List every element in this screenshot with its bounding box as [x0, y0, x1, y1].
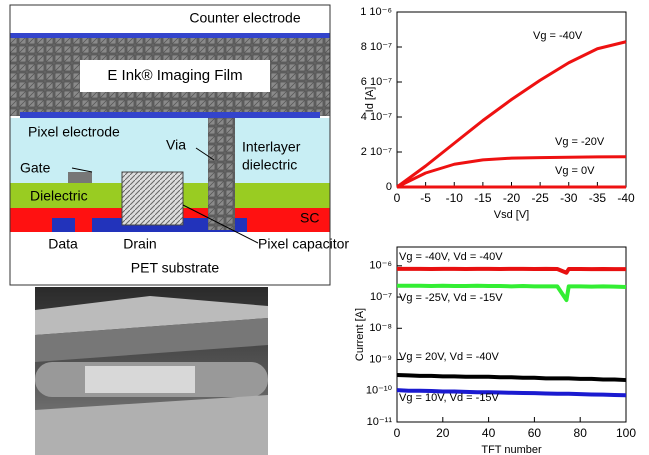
- label: E Ink® Imaging Film: [107, 67, 242, 84]
- figure: Counter electrode E Ink® Imaging Film Pi…: [0, 0, 649, 455]
- series-label: Vg = 10V, Vd = -15V: [399, 392, 500, 404]
- y-tick-label: 6 10⁻⁷: [361, 76, 392, 88]
- y-axis-label: Id [A]: [364, 87, 376, 113]
- x-tick-label: 100: [616, 426, 636, 440]
- label: Data: [48, 236, 78, 252]
- series-label: Vg = -25V, Vd = -15V: [399, 292, 503, 304]
- via: [208, 118, 235, 230]
- x-tick-label: -40: [617, 191, 635, 205]
- series-label: Vg = -40V, Vd = -40V: [399, 251, 503, 263]
- label: PET substrate: [131, 260, 220, 276]
- device-diagram: Counter electrode E Ink® Imaging Film Pi…: [10, 5, 349, 285]
- y-tick-label: 10⁻⁹: [369, 353, 392, 365]
- label: Dielectric: [30, 188, 88, 204]
- y-tick-label: 0: [386, 181, 392, 193]
- label: SC: [300, 210, 319, 226]
- x-tick-label: 20: [436, 426, 450, 440]
- y-tick-label: 1 10⁻⁶: [360, 6, 392, 18]
- counter-electrode-layer: [10, 33, 330, 38]
- label: Counter electrode: [189, 10, 301, 26]
- photo: [35, 287, 268, 455]
- series-line: [397, 269, 626, 273]
- x-axis-label: Vsd [V]: [494, 209, 529, 221]
- x-tick-label: 0: [394, 426, 401, 440]
- x-tick-label: -5: [420, 191, 431, 205]
- x-tick-label: 0: [394, 191, 401, 205]
- series-line: [397, 375, 626, 380]
- series-label: Vg = -20V: [555, 136, 605, 148]
- x-tick-label: -15: [474, 191, 492, 205]
- y-tick-label: 10⁻⁷: [370, 291, 392, 303]
- label: Drain: [123, 236, 156, 252]
- pixel-electrode-layer: [20, 112, 320, 118]
- label: Interlayer: [242, 139, 301, 155]
- x-tick-label: -35: [589, 191, 607, 205]
- charts: 02 10⁻⁷4 10⁻⁷6 10⁻⁷8 10⁻⁷1 10⁻⁶0-5-10-15…: [354, 6, 636, 455]
- x-tick-label: -30: [560, 191, 578, 205]
- y-tick-label: 10⁻¹⁰: [366, 385, 393, 397]
- pixel-capacitor: [122, 172, 183, 225]
- data-electrode: [52, 218, 75, 232]
- series-label: Vg = 0V: [555, 165, 595, 177]
- x-tick-label: 60: [528, 426, 542, 440]
- label: Gate: [20, 160, 51, 176]
- x-tick-label: -25: [531, 191, 549, 205]
- y-tick-label: 10⁻¹¹: [367, 416, 393, 428]
- x-tick-label: 40: [482, 426, 496, 440]
- series-label: Vg = -40V: [533, 30, 583, 42]
- label: Via: [166, 137, 186, 153]
- label: dielectric: [242, 157, 297, 173]
- label: Pixel electrode: [28, 124, 120, 140]
- y-tick-label: 10⁻⁶: [369, 260, 392, 272]
- y-tick-label: 10⁻⁸: [369, 322, 392, 334]
- x-tick-label: 80: [574, 426, 588, 440]
- label: Pixel capacitor: [258, 236, 349, 252]
- x-tick-label: -20: [503, 191, 521, 205]
- x-axis-label: TFT number: [481, 444, 542, 455]
- gate-electrode: [68, 172, 92, 183]
- y-axis-label: Current [A]: [354, 308, 366, 361]
- y-tick-label: 8 10⁻⁷: [361, 41, 392, 53]
- x-tick-label: -10: [446, 191, 464, 205]
- y-tick-label: 2 10⁻⁷: [361, 146, 392, 158]
- series-label: Vg = 20V, Vd = -40V: [399, 351, 500, 363]
- photo-display: [85, 366, 195, 393]
